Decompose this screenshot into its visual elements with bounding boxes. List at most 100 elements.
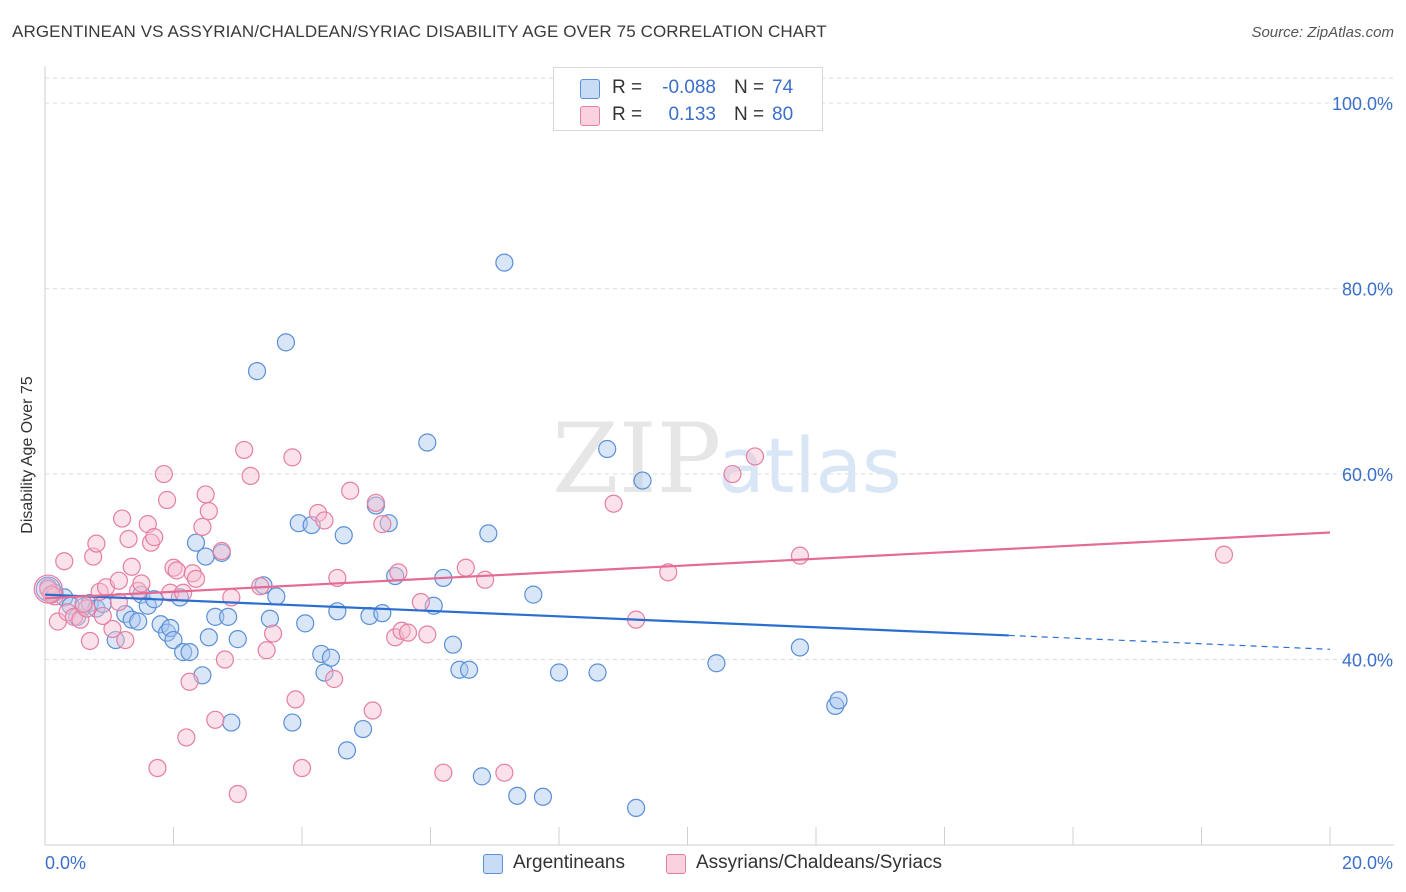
assyrians-point	[157, 490, 177, 510]
argentineans-point	[186, 533, 206, 552]
assyrians-point	[199, 502, 218, 521]
assyrians-point	[366, 493, 385, 512]
argentineans-point	[180, 643, 199, 662]
argentineans-point	[508, 786, 527, 805]
assyrians-point	[604, 494, 623, 513]
legend-swatch-pink	[666, 854, 686, 874]
argentineans-point	[138, 596, 157, 615]
legend-swatch-blue	[483, 854, 503, 874]
argentineans-point	[472, 767, 491, 786]
y-tick-label: 60.0%	[1342, 465, 1393, 485]
assyrians-point	[341, 481, 360, 500]
argentineans-point	[296, 614, 315, 633]
argentineans-point	[443, 635, 463, 654]
assyrians-point	[109, 592, 128, 612]
assyrians-point	[228, 784, 247, 804]
argentineans-point	[106, 630, 125, 650]
assyrians-point	[93, 606, 112, 626]
assyrians-trend-line	[44, 531, 1331, 600]
legend-label: Argentineans	[513, 852, 625, 873]
argentineans-point	[633, 471, 652, 490]
assyrians-point	[116, 630, 135, 650]
assyrians-point	[119, 529, 138, 549]
assyrians-point	[154, 464, 173, 484]
n-label: N =	[734, 77, 765, 98]
assyrians-point	[286, 690, 305, 709]
assyrians-point	[292, 758, 312, 778]
argentineans-point	[122, 610, 141, 629]
r-value: -0.088	[662, 77, 716, 98]
assyrians-point	[145, 528, 164, 547]
legend-swatch-blue	[580, 79, 600, 99]
argentineans-point	[459, 660, 479, 679]
assyrians-point	[723, 464, 742, 484]
argentineans-point	[219, 607, 238, 626]
argentineans-point	[161, 618, 180, 638]
argentineans-point	[829, 691, 848, 710]
watermark-zip: ZIP	[552, 403, 721, 515]
assyrians-point	[418, 625, 437, 644]
argentineans-point	[479, 524, 498, 543]
assyrians-point	[325, 669, 344, 689]
assyrians-point	[235, 440, 254, 460]
stats-legend: R = -0.088 N = 74 R = 0.133 N = 80	[553, 67, 823, 131]
argentineans-point	[129, 612, 148, 631]
assyrians-point	[495, 763, 514, 782]
assyrians-point	[164, 558, 183, 577]
argentineans-point	[373, 604, 392, 623]
watermark-atlas: atlas	[718, 421, 902, 510]
assyrians-point	[141, 533, 161, 552]
argentineans-point	[276, 333, 296, 352]
assyrians-point	[87, 534, 106, 553]
argentineans-point	[533, 787, 553, 806]
assyrians-point	[206, 710, 225, 729]
assyrians-point	[80, 631, 100, 651]
r-label: R =	[612, 77, 643, 98]
assyrians-point	[112, 509, 132, 528]
assyrians-point	[196, 485, 215, 504]
argentineans-point	[707, 654, 726, 673]
assyrians-point	[193, 517, 212, 537]
argentineans-point	[222, 713, 241, 732]
assyrians-point	[212, 541, 231, 561]
assyrians-point	[132, 574, 151, 593]
argentineans-point	[353, 719, 373, 739]
argentineans-point	[174, 643, 193, 662]
argentineans-point	[334, 526, 353, 545]
assyrians-point	[411, 592, 430, 612]
argentineans-point	[379, 514, 398, 533]
assyrians-point	[55, 552, 74, 571]
argentineans-point	[450, 660, 469, 679]
legend-row-argentineans: R = -0.088 N = 74	[554, 74, 822, 100]
assyrians-point	[745, 447, 765, 466]
y-tick-label: 80.0%	[1342, 280, 1393, 300]
assyrians-point	[263, 624, 283, 643]
argentineans-point	[247, 362, 267, 381]
series-legend: Argentineans Assyrians/Chaldeans/Syriacs	[0, 852, 1406, 876]
argentineans-point	[337, 741, 357, 760]
assyrians-point	[434, 763, 453, 782]
assyrians-point	[109, 571, 128, 590]
legend-label: Assyrians/Chaldeans/Syriacs	[696, 852, 943, 873]
y-tick-label: 100.0%	[1332, 94, 1393, 114]
source-label: Source: ZipAtlas.com	[1251, 24, 1394, 41]
assyrians-point	[389, 563, 408, 582]
assyrians-point	[659, 563, 678, 582]
n-value: 80	[772, 104, 794, 125]
assyrians-point	[167, 561, 186, 580]
argentineans-point	[206, 607, 225, 626]
assyrians-point	[790, 546, 810, 565]
argentineans-point	[826, 696, 845, 715]
assyrians-point	[315, 511, 334, 530]
argentineans-point	[328, 602, 347, 621]
argentineans-point	[321, 648, 341, 667]
x-tick-label: 0.0%	[45, 853, 86, 873]
argentineans-point	[495, 253, 514, 272]
argentineans-point	[164, 630, 183, 650]
assyrians-point	[215, 650, 234, 669]
assyrians-point	[283, 448, 302, 467]
assyrians-point	[122, 557, 141, 576]
assyrians-point	[456, 558, 475, 577]
